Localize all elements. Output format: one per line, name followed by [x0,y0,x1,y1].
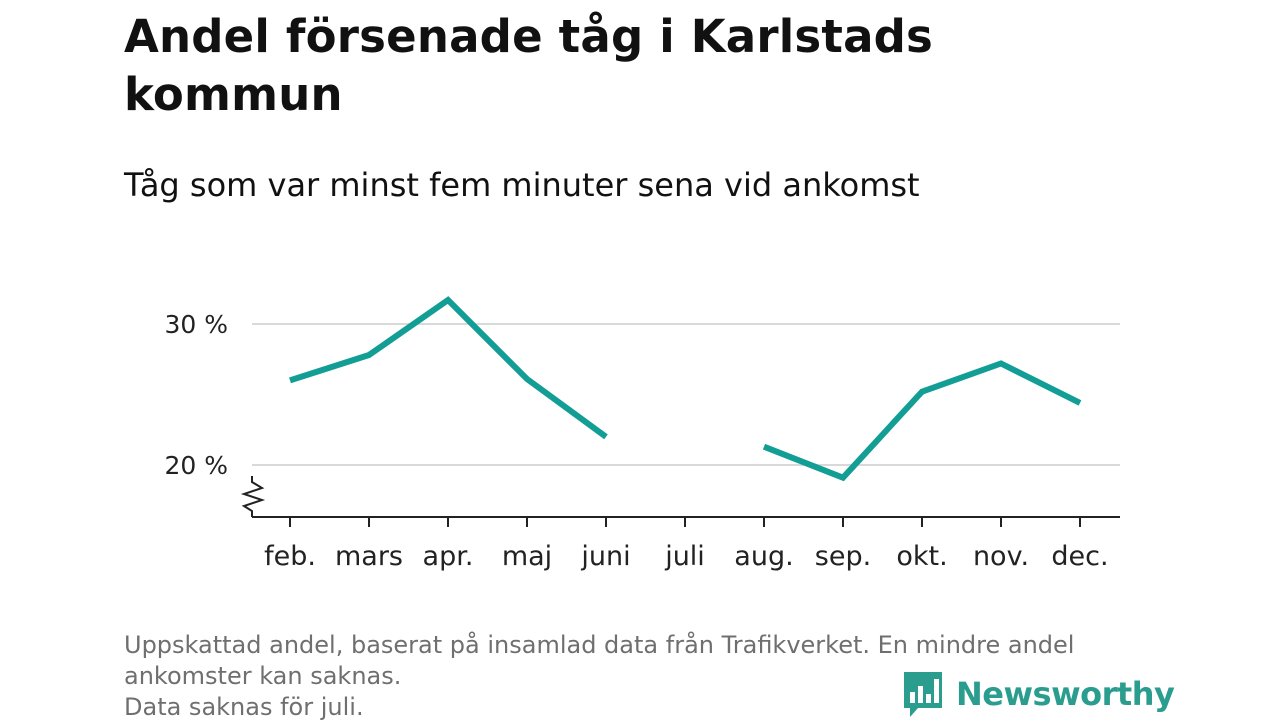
chart-title: Andel försenade tåg i Karlstads kommun [124,10,934,121]
x-tick-label-2: apr. [423,541,474,572]
series-0-line-segment-1 [762,360,1082,482]
x-tick-label-10: dec. [1051,541,1108,572]
newsworthy-logo: Newsworthy [902,670,1175,718]
line-chart: 20 % 30 % feb. mars apr. maj juni juli aug. sep. o… [164,296,1120,572]
footnote-line-2: ankomster kan saknas. [124,662,402,690]
axis-break-icon [240,476,266,517]
x-tick-label-5: juli [664,541,705,572]
x-tick-label-3: maj [502,541,552,572]
y-tick-label-30: 30 % [164,310,228,339]
x-tick-label-0: feb. [264,541,316,572]
footnote-line-3: Data saknas för juli. [124,693,364,721]
y-tick-label-20: 20 % [164,451,228,480]
x-tick-label-7: sep. [815,541,871,572]
x-tick-label-8: okt. [896,541,947,572]
x-tick-label-6: aug. [734,541,793,572]
x-tick-label-1: mars [335,541,403,572]
x-tick-label-4: juni [580,541,630,572]
footnote-line-1: Uppskattad andel, baserat på insamlad da… [124,631,1075,659]
footnote: Uppskattad andel, baserat på insamlad da… [124,630,1164,723]
logo-text: Newsworthy [956,675,1175,713]
chart-subtitle: Tåg som var minst fem minuter sena vid a… [124,166,920,204]
series-0-line-segment-0 [289,296,608,440]
bar-chart-speech-bubble-icon [904,672,942,717]
x-tick-label-9: nov. [973,541,1029,572]
